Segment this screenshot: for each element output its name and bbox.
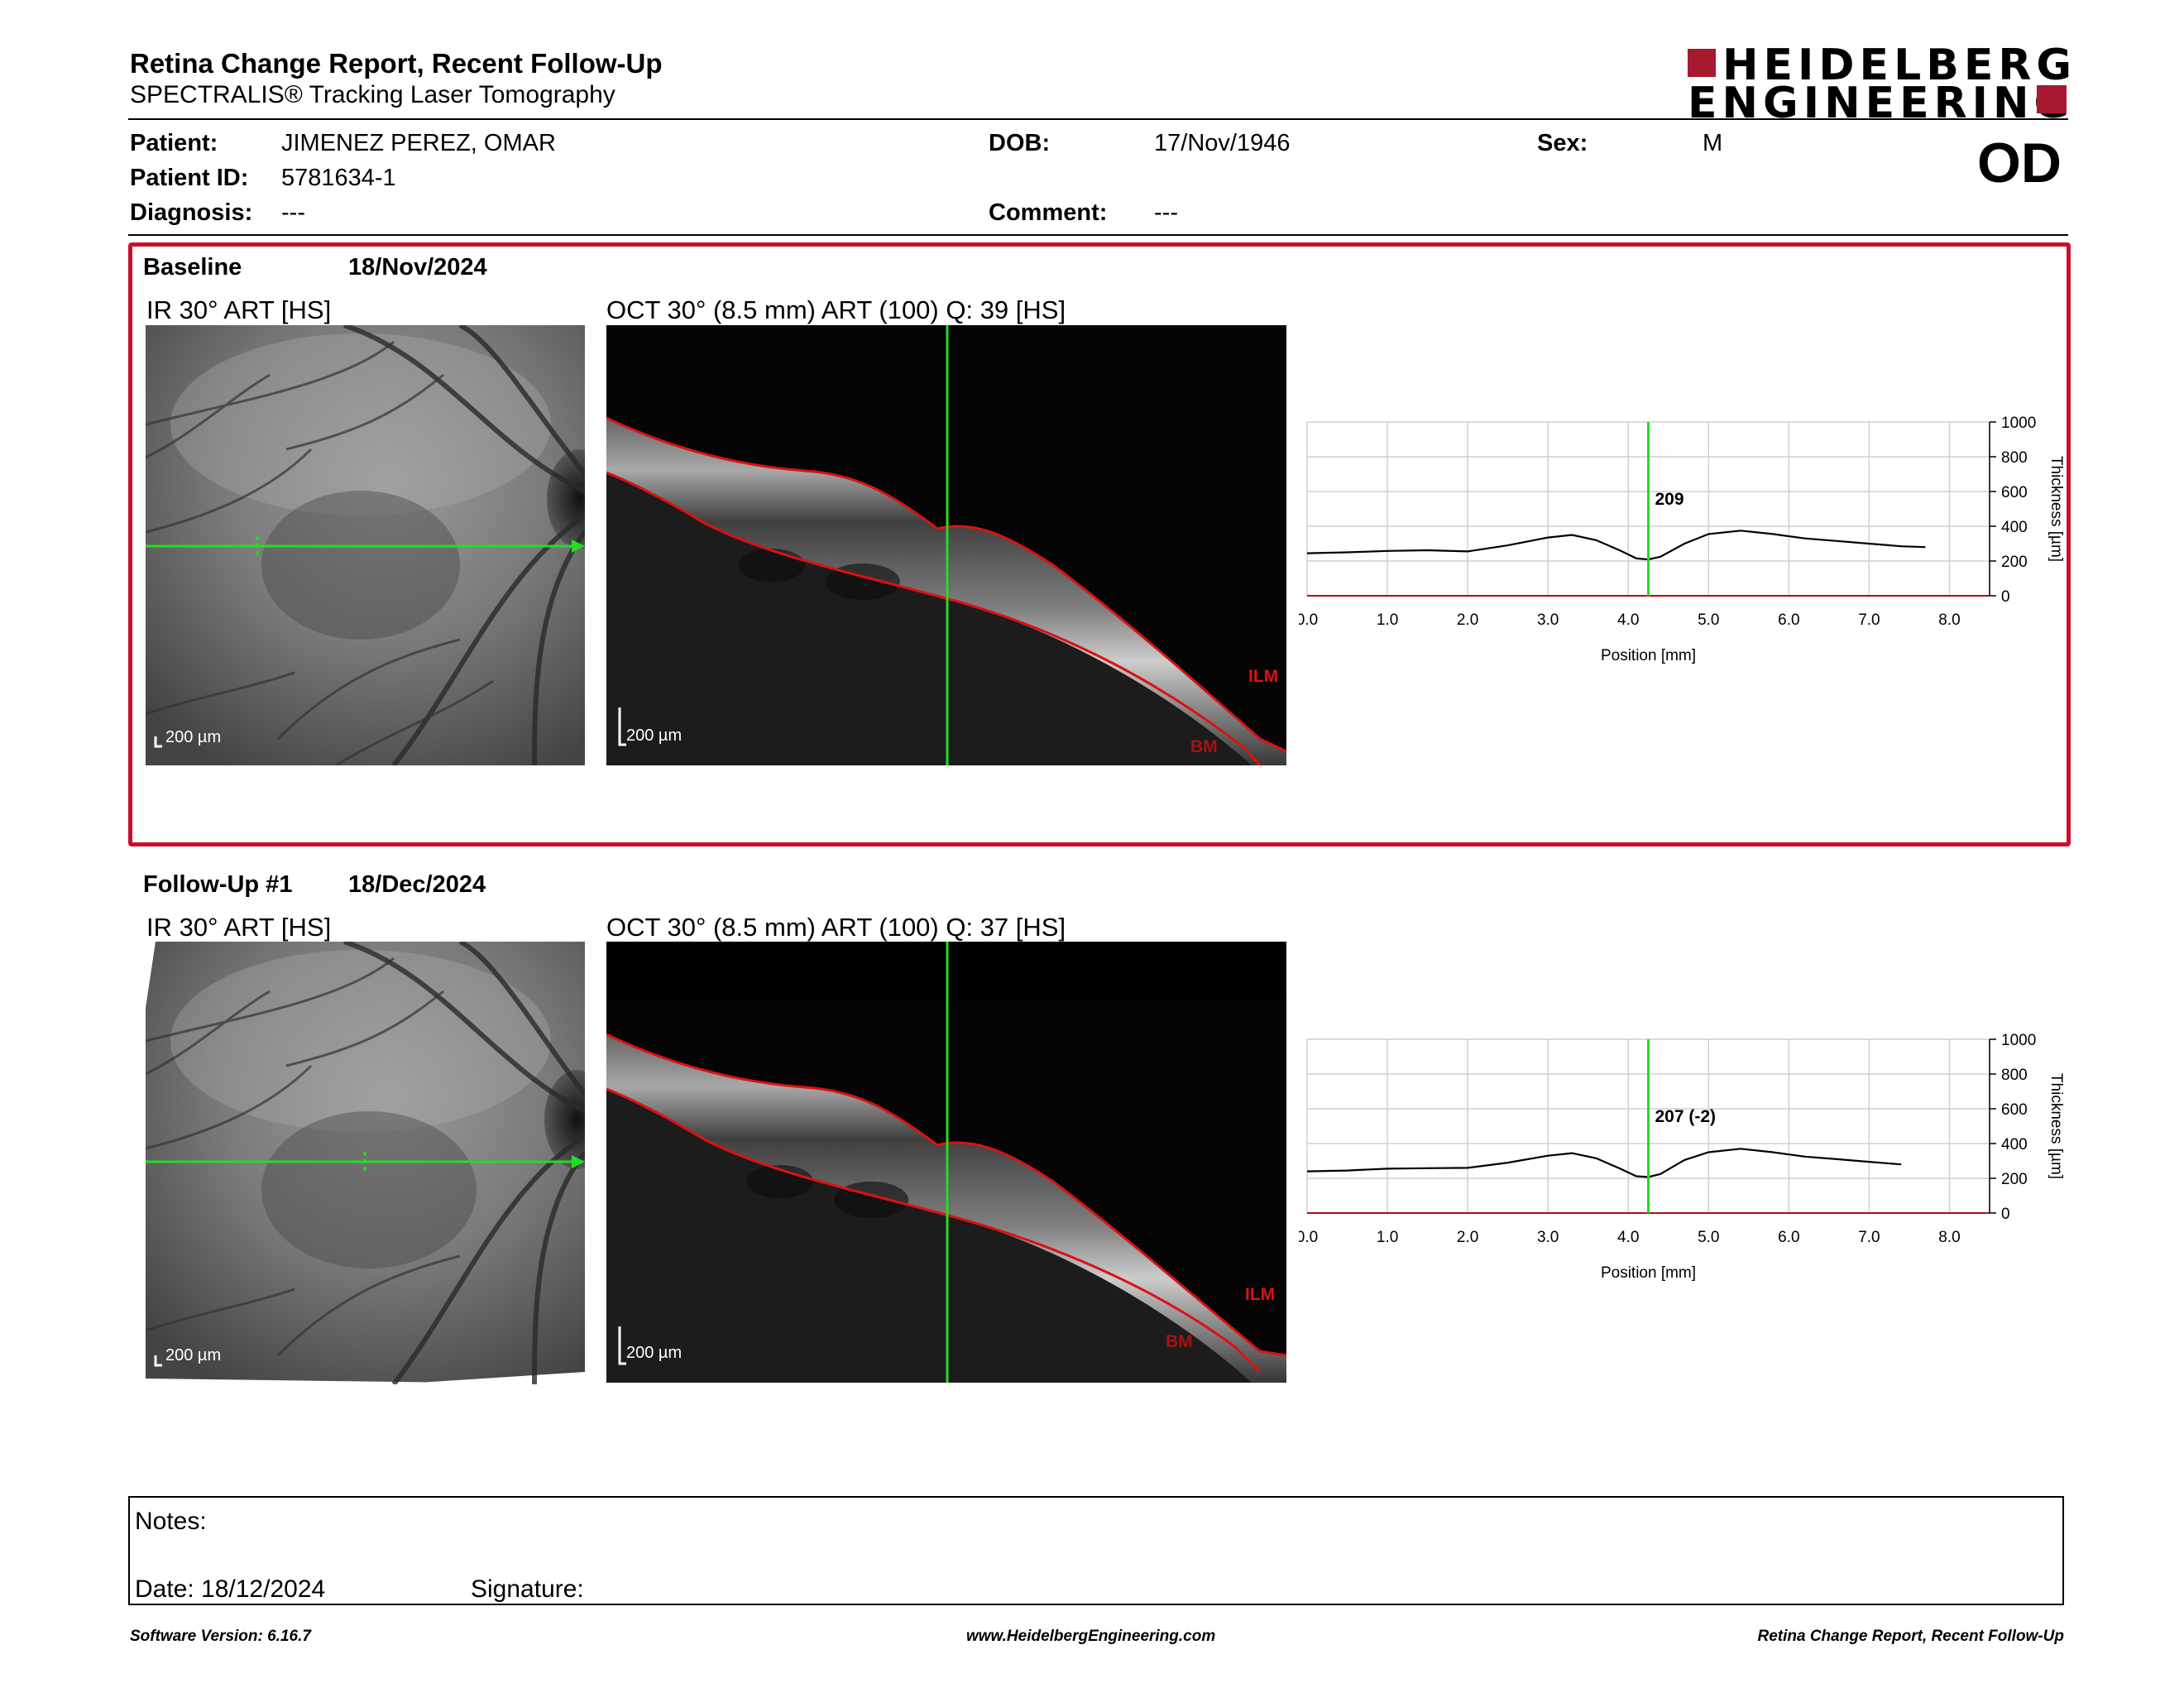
baseline-ir-fundus-image: 200 µm [146, 325, 585, 765]
chart-y-tick-label: 1000 [2001, 415, 2036, 432]
baseline-oct-scale-label: 200 µm [626, 727, 682, 745]
chart-y-tick-label: 200 [2001, 1171, 2028, 1188]
chart-x-axis-label: Position [mm] [1601, 1264, 1696, 1282]
sex-label: Sex: [1537, 130, 1588, 156]
baseline-label: Baseline [143, 254, 242, 281]
patient-id-label: Patient ID: [130, 165, 249, 191]
chart-x-tick-label: 1.0 [1377, 611, 1398, 629]
footer-report-name: Retina Change Report, Recent Follow-Up [1757, 1628, 2064, 1645]
followup-ir-scale-label: 200 µm [165, 1346, 222, 1364]
notes-label: Notes: [135, 1508, 207, 1535]
chart-x-tick-label: 4.0 [1617, 611, 1639, 629]
dob-label: DOB: [989, 130, 1051, 156]
chart-x-tick-label: 5.0 [1698, 1229, 1719, 1246]
chart-y-tick-label: 200 [2001, 554, 2028, 571]
diagnosis-value: --- [281, 199, 305, 226]
chart-y-axis-label: Thickness [µm] [2048, 456, 2065, 562]
thickness-profile-line [1306, 1148, 1902, 1178]
eye-indicator: OD [1977, 132, 2062, 194]
followup-ir-title: IR 30° ART [HS] [146, 913, 332, 942]
chart-x-tick-label: 0.0 [1299, 611, 1318, 629]
followup-oct-scale-label: 200 µm [626, 1344, 682, 1362]
chart-x-tick-label: 5.0 [1698, 611, 1719, 629]
patient-label: Patient: [130, 130, 218, 156]
chart-x-tick-label: 7.0 [1858, 1229, 1880, 1246]
notes-date: Date: 18/12/2024 [135, 1575, 326, 1603]
report-subtitle: SPECTRALIS® Tracking Laser Tomography [130, 81, 615, 108]
notes-box: Notes: Date: 18/12/2024 Signature: [128, 1496, 2064, 1605]
followup-oct-title: OCT 30° (8.5 mm) ART (100) Q: 37 [HS] [606, 913, 1066, 942]
followup-oct-bscan: 200 µm ILM BM [606, 942, 1286, 1383]
notes-signature-label: Signature: [471, 1575, 584, 1603]
followup-ilm-label: ILM [1245, 1285, 1276, 1304]
chart-y-tick-label: 600 [2001, 484, 2028, 501]
baseline-ilm-label: ILM [1248, 667, 1279, 686]
footer-website: www.HeidelbergEngineering.com [966, 1628, 1216, 1645]
patient-name: JIMENEZ PEREZ, OMAR [281, 130, 556, 156]
chart-y-axis-label: Thickness [µm] [2048, 1073, 2065, 1179]
chart-x-tick-label: 7.0 [1858, 611, 1880, 629]
chart-y-tick-label: 800 [2001, 449, 2028, 467]
chart-y-tick-label: 0 [2001, 1206, 2010, 1223]
diagnosis-label: Diagnosis: [130, 199, 253, 226]
chart-y-tick-label: 800 [2001, 1067, 2028, 1084]
baseline-section-frame [128, 242, 2071, 846]
chart-x-axis-label: Position [mm] [1601, 647, 1696, 664]
chart-x-tick-label: 8.0 [1938, 1229, 1960, 1246]
footer-version: Software Version: 6.16.7 [130, 1628, 311, 1645]
followup-label: Follow-Up #1 [143, 871, 293, 898]
chart-x-tick-label: 3.0 [1537, 611, 1559, 629]
thickness-profile-line [1306, 530, 1926, 561]
chart-y-tick-label: 400 [2001, 519, 2028, 536]
chart-x-tick-label: 1.0 [1377, 1229, 1398, 1246]
chart-x-tick-label: 8.0 [1938, 611, 1960, 629]
chart-y-tick-label: 1000 [2001, 1032, 2036, 1049]
followup-date: 18/Dec/2024 [348, 871, 486, 898]
baseline-date: 18/Nov/2024 [348, 254, 487, 281]
baseline-ir-title: IR 30° ART [HS] [146, 295, 332, 324]
chart-x-tick-label: 0.0 [1299, 1229, 1318, 1246]
followup-thickness-chart: 0 200 400 600 800 1000 0.0 1.0 2.0 3.0 4.0 5.0 6.0 7.… [1299, 1032, 2065, 1282]
chart-y-tick-label: 600 [2001, 1101, 2028, 1119]
heidelberg-logo: HEIDELBERG ENGINEERING [1688, 44, 2071, 125]
chart-x-tick-label: 3.0 [1537, 1229, 1559, 1246]
baseline-thickness-chart: 0 200 400 600 800 1000 0.0 1.0 2.0 3.0 4.0 5.0 6.0 7.… [1299, 415, 2065, 664]
baseline-ir-scale-label: 200 µm [165, 728, 222, 746]
marker-thickness-value: 209 [1655, 490, 1684, 509]
baseline-oct-title: OCT 30° (8.5 mm) ART (100) Q: 39 [HS] [606, 295, 1066, 324]
logo-line1: HEIDELBERG [1722, 41, 2077, 90]
chart-x-tick-label: 6.0 [1778, 611, 1799, 629]
chart-x-tick-label: 2.0 [1457, 1229, 1478, 1246]
patient-id: 5781634-1 [281, 165, 396, 191]
comment-label: Comment: [989, 199, 1108, 226]
chart-x-tick-label: 4.0 [1617, 1229, 1639, 1246]
followup-bm-label: BM [1166, 1332, 1193, 1351]
marker-thickness-value: 207 (-2) [1655, 1107, 1717, 1126]
report-title: Retina Change Report, Recent Follow-Up [130, 48, 663, 79]
chart-x-tick-label: 6.0 [1778, 1229, 1799, 1246]
baseline-bm-label: BM [1190, 737, 1218, 756]
dob-value: 17/Nov/1946 [1154, 130, 1291, 156]
chart-y-tick-label: 400 [2001, 1136, 2028, 1153]
chart-y-tick-label: 0 [2001, 588, 2010, 606]
comment-value: --- [1154, 199, 1178, 226]
baseline-oct-bscan: 200 µm ILM BM [606, 325, 1286, 765]
logo-line2: ENGINEERING [1688, 79, 2075, 128]
followup-ir-fundus-image: 200 µm [146, 942, 585, 1384]
chart-x-tick-label: 2.0 [1457, 611, 1478, 629]
sex-value: M [1703, 130, 1723, 156]
